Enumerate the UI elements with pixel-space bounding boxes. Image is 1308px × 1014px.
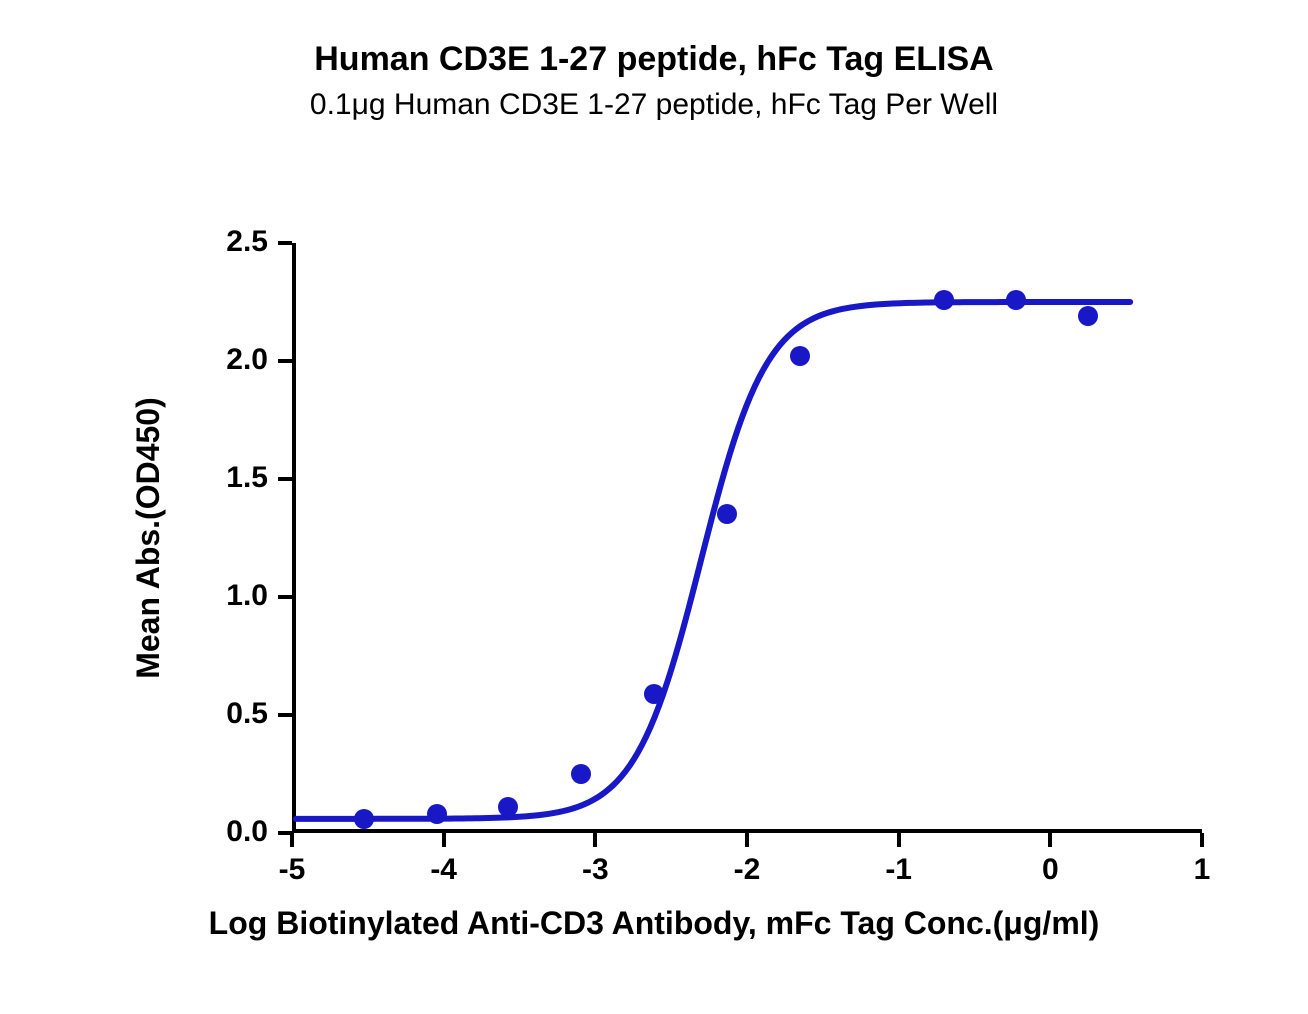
fit-curve bbox=[296, 243, 1206, 833]
y-tick bbox=[278, 713, 292, 717]
x-tick-label: 1 bbox=[1172, 853, 1232, 887]
data-point bbox=[1078, 306, 1098, 326]
x-tick bbox=[897, 833, 901, 847]
x-tick bbox=[745, 833, 749, 847]
x-tick-label: -5 bbox=[262, 853, 322, 887]
data-point bbox=[427, 804, 447, 824]
chart-container: Human CD3E 1-27 peptide, hFc Tag ELISA 0… bbox=[0, 0, 1308, 1014]
x-tick bbox=[290, 833, 294, 847]
y-tick-label: 1.5 bbox=[188, 461, 268, 495]
x-axis-title: Log Biotinylated Anti-CD3 Antibody, mFc … bbox=[34, 905, 1274, 942]
fit-curve-path bbox=[296, 302, 1130, 819]
x-tick-label: -3 bbox=[565, 853, 625, 887]
y-tick bbox=[278, 359, 292, 363]
y-tick-label: 0.5 bbox=[188, 697, 268, 731]
x-tick-label: -2 bbox=[717, 853, 777, 887]
x-tick bbox=[593, 833, 597, 847]
data-point bbox=[717, 504, 737, 524]
y-tick-label: 0.0 bbox=[188, 815, 268, 849]
data-point bbox=[934, 290, 954, 310]
data-point bbox=[498, 797, 518, 817]
data-point bbox=[790, 346, 810, 366]
y-tick bbox=[278, 595, 292, 599]
x-tick-label: -4 bbox=[414, 853, 474, 887]
chart-title: Human CD3E 1-27 peptide, hFc Tag ELISA bbox=[0, 40, 1308, 79]
y-axis-title: Mean Abs.(OD450) bbox=[130, 243, 167, 833]
data-point bbox=[354, 809, 374, 829]
data-point bbox=[644, 684, 664, 704]
x-tick bbox=[442, 833, 446, 847]
x-tick-label: 0 bbox=[1020, 853, 1080, 887]
chart-subtitle: 0.1μg Human CD3E 1-27 peptide, hFc Tag P… bbox=[0, 88, 1308, 122]
y-tick bbox=[278, 241, 292, 245]
y-tick-label: 2.5 bbox=[188, 225, 268, 259]
plot-area bbox=[292, 243, 1202, 833]
x-tick bbox=[1048, 833, 1052, 847]
y-tick-label: 2.0 bbox=[188, 343, 268, 377]
y-tick bbox=[278, 477, 292, 481]
x-tick-label: -1 bbox=[869, 853, 929, 887]
x-tick bbox=[1200, 833, 1204, 847]
data-point bbox=[571, 764, 591, 784]
y-tick-label: 1.0 bbox=[188, 579, 268, 613]
data-point bbox=[1006, 290, 1026, 310]
